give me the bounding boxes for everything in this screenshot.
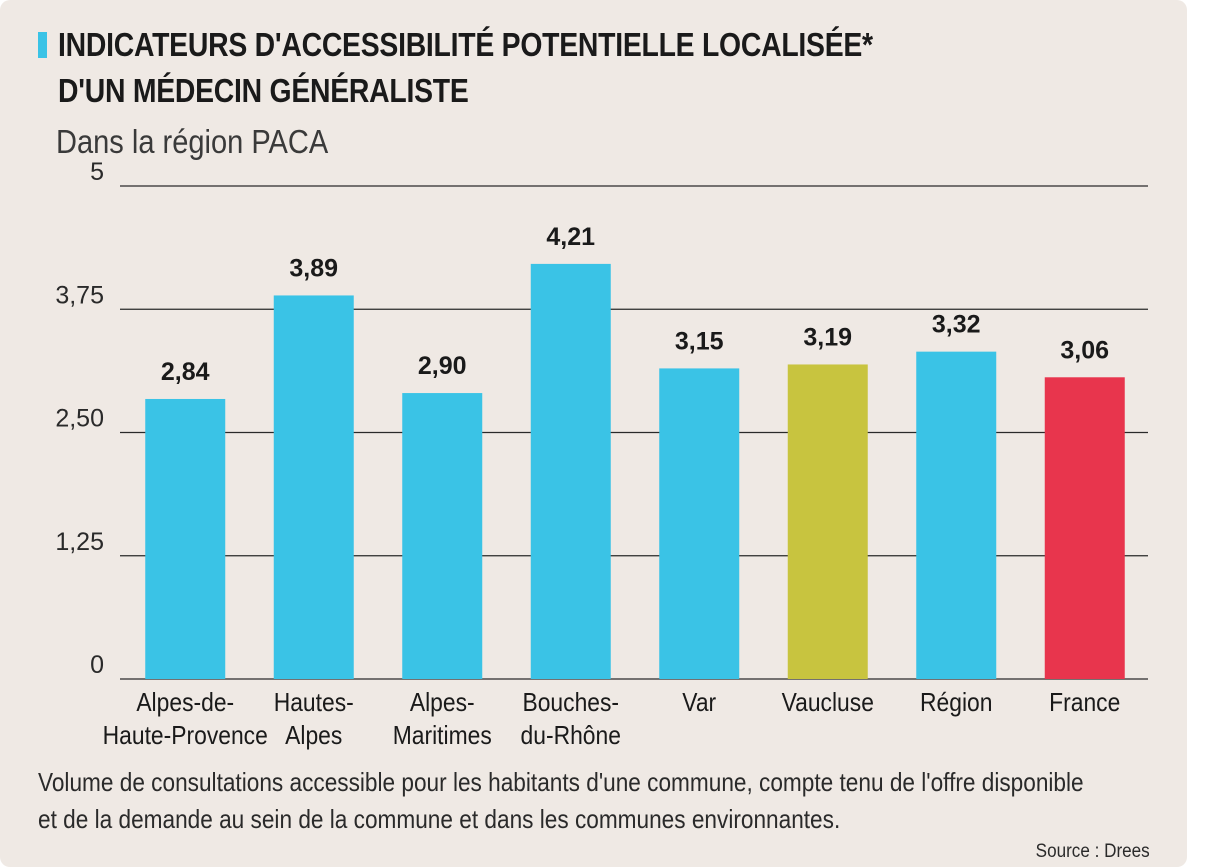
bar bbox=[916, 351, 997, 679]
y-tick-label: 0 bbox=[90, 651, 104, 679]
x-tick-label-line: du-Rhône bbox=[521, 722, 621, 751]
bar-value-label: 3,15 bbox=[675, 327, 724, 355]
bar bbox=[787, 364, 868, 679]
bar-value-label: 4,21 bbox=[546, 223, 595, 251]
x-tick-label: Vaucluse bbox=[782, 689, 874, 718]
x-tick-label: Hautes- Alpes bbox=[274, 689, 354, 751]
chart-title-line1: INDICATEURS D'ACCESSIBILITÉ POTENTIELLE … bbox=[58, 26, 873, 63]
chart-title-line2: D'UN MÉDECIN GÉNÉRALISTE bbox=[58, 72, 469, 109]
x-tick-label-line: Alpes bbox=[285, 722, 342, 751]
x-tick-label: Alpes- Maritimes bbox=[393, 689, 492, 751]
title-accent-bar bbox=[38, 32, 47, 58]
bar-value-label: 3,19 bbox=[803, 323, 852, 351]
x-tick-label-line: Vaucluse bbox=[782, 689, 874, 718]
bar-chart: 0 1,25 2,50 3,75 5 2,84 Alpes-de- Haute-Provenc… bbox=[55, 158, 1148, 751]
x-tick-label: Alpes-de- Haute-Provence bbox=[103, 689, 268, 751]
bar-value-label: 2,84 bbox=[161, 358, 210, 386]
x-tick-label-line: Haute-Provence bbox=[103, 722, 268, 751]
footnote: Volume de consultations accessible pour … bbox=[38, 767, 1084, 834]
y-tick-label: 3,75 bbox=[55, 281, 104, 309]
chart-title: INDICATEURS D'ACCESSIBILITÉ POTENTIELLE … bbox=[58, 22, 873, 114]
bar bbox=[402, 393, 483, 679]
x-tick-label-line: Maritimes bbox=[393, 722, 492, 751]
bar-value-label: 3,32 bbox=[932, 311, 981, 339]
y-tick-label: 5 bbox=[90, 158, 104, 186]
x-tick-label-line: Alpes-de- bbox=[136, 689, 234, 718]
bar bbox=[1044, 377, 1125, 679]
bar-value-label: 3,89 bbox=[289, 254, 338, 282]
bar bbox=[530, 263, 611, 679]
x-tick-label-line: Alpes- bbox=[410, 689, 475, 718]
bar bbox=[659, 368, 740, 679]
x-tick-label: Bouches-du-Rhône bbox=[521, 689, 621, 751]
bar-value-label: 2,90 bbox=[418, 352, 467, 380]
x-tick-label-line: Région bbox=[920, 689, 992, 718]
bar-value-label: 3,06 bbox=[1060, 336, 1109, 364]
source-credit: Source : Drees bbox=[1035, 841, 1150, 862]
x-tick-label-line: Bouches- bbox=[522, 689, 619, 718]
y-tick-label: 2,50 bbox=[55, 405, 104, 433]
bar bbox=[145, 398, 226, 679]
chart-subtitle: Dans la région PACA bbox=[56, 123, 329, 160]
bar bbox=[273, 295, 354, 679]
y-tick-label: 1,25 bbox=[55, 528, 104, 556]
x-tick-label: Var bbox=[682, 689, 716, 718]
x-tick-label-line: Var bbox=[682, 689, 716, 718]
x-tick-label-line: Hautes- bbox=[274, 689, 354, 718]
x-tick-label: France bbox=[1049, 689, 1120, 718]
x-tick-label-line: France bbox=[1049, 689, 1120, 718]
x-tick-label: Région bbox=[920, 689, 992, 718]
